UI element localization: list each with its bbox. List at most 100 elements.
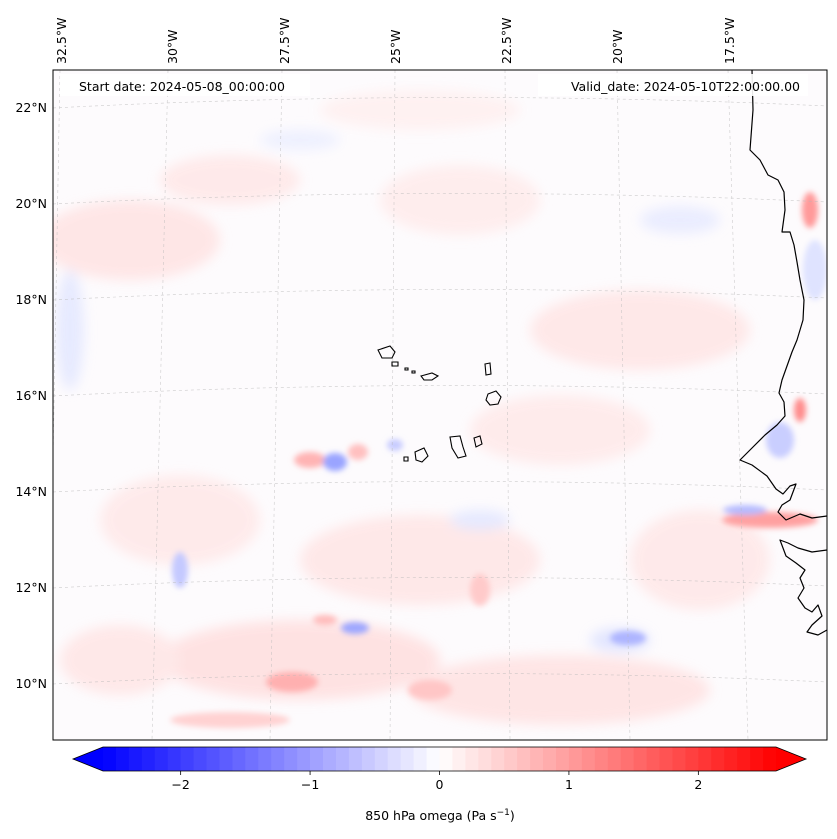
cape-verde-islands [377,345,502,463]
colorbar-segment [607,747,622,771]
longitude-labels: 32.5°W 30°W 27.5°W 25°W 22.5°W 20°W 17.5… [54,18,737,64]
colorbar-segment [439,747,453,771]
colorbar-segment [568,747,583,771]
coastline [739,70,827,636]
colorbar-segment [517,747,531,771]
lon-label-17-5w: 17.5°W [722,18,737,64]
parallel-14n [53,481,827,493]
colorbar-segment [672,747,686,771]
colorbar-segment [750,747,764,771]
island-fogo [414,447,429,463]
omega-field [53,90,827,728]
lat-label-20n: 20°N [15,196,47,211]
colorbar-segment [284,747,298,771]
colorbar-segment [646,747,660,771]
lon-label-20w: 20°W [610,29,625,64]
meridian-17-5w [727,70,749,740]
colorbar-extend-max [776,747,806,771]
colorbar-segment [193,747,207,771]
lon-label-25w: 25°W [388,29,403,64]
parallel-10n [53,673,827,685]
colorbar-segment [763,747,777,771]
colorbar-segment [452,747,466,771]
colorbar-segment [297,747,311,771]
colorbar-segment [620,747,635,771]
colorbar-segment [659,747,673,771]
colorbar-segment [128,747,143,771]
colorbar-segment [103,747,117,771]
colorbar: −2 −1 0 1 2 850 hPa omega (Pa s−1) [71,746,808,823]
island-santiago [449,435,467,459]
island-boa-vista [485,390,502,406]
lat-label-16n: 16°N [15,388,47,403]
colorbar-segment [206,747,220,771]
colorbar-segment [426,747,440,771]
parallel-18n [53,289,827,301]
map-panel: Start date: 2024-05-08_00:00:00 Valid_da… [52,69,828,741]
colorbar-segment [711,747,725,771]
colorbar-segment [335,747,350,771]
start-date-label: Start date: 2024-05-08_00:00:00 [79,79,285,94]
latitude-labels: 22°N 20°N 18°N 16°N 14°N 12°N 10°N [15,100,47,691]
valid-date-box [538,74,808,96]
colorbar-segment [167,747,182,771]
island-santo-antao [377,345,396,359]
colorbar-segment [465,747,479,771]
lon-label-32-5w: 32.5°W [54,18,69,64]
colorbar-segment [374,747,389,771]
colorbar-tick-label: 2 [694,777,702,792]
colorbar-segment [685,747,699,771]
colorbar-segment [323,747,337,771]
lat-label-12n: 12°N [15,580,47,595]
island-sal [484,362,492,376]
colorbar-segment [555,747,570,771]
colorbar-segment [413,747,427,771]
lon-label-22-5w: 22.5°W [499,18,514,64]
colorbar-tick-label: 1 [565,777,573,792]
meridian-25w [389,70,396,740]
colorbar-segment [232,747,246,771]
parallel-16n [53,385,827,397]
colorbar-segment [737,747,751,771]
colorbar-segment [581,747,596,771]
colorbar-segment [491,747,505,771]
colorbar-segment [400,747,415,771]
west-africa-coastline [739,70,827,636]
parallel-12n [53,577,827,589]
map-frame [52,69,828,741]
colorbar-segment [115,747,130,771]
colorbar-outline [71,746,808,772]
meridian-30w [151,70,169,740]
colorbar-segment [698,747,712,771]
colorbar-segment [387,747,402,771]
meridian-27-5w [269,70,283,740]
lat-label-14n: 14°N [15,484,47,499]
colorbar-segments [103,747,777,771]
colorbar-segment [594,747,609,771]
colorbar-segment [258,747,272,771]
colorbar-segment [348,747,363,771]
colorbar-segment [633,747,647,771]
colorbar-segment [724,747,738,771]
island-maio [473,435,483,448]
lon-label-30w: 30°W [165,29,180,64]
lat-label-10n: 10°N [15,676,47,691]
meridian-20w [616,70,631,740]
island-sao-vicente [391,361,399,367]
colorbar-segment [310,747,324,771]
island-ilheu [411,370,416,374]
colorbar-extend-min [73,747,103,771]
colorbar-segment [530,747,544,771]
colorbar-label: 850 hPa omega (Pa s−1) [365,808,515,823]
lon-label-27-5w: 27.5°W [277,18,292,64]
map-gridlines [53,70,827,740]
meridian-22-5w [504,70,511,740]
colorbar-segment [361,747,376,771]
colorbar-segment [141,747,156,771]
parallel-22n [53,97,827,109]
lat-label-18n: 18°N [15,292,47,307]
start-date-box [60,74,310,96]
colorbar-segment [154,747,169,771]
colorbar-segment [271,747,285,771]
